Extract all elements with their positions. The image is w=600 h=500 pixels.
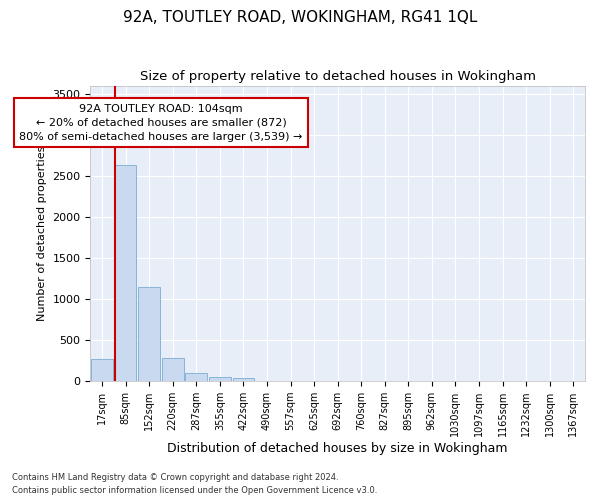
Bar xyxy=(209,376,230,381)
Bar xyxy=(162,358,184,381)
Title: Size of property relative to detached houses in Wokingham: Size of property relative to detached ho… xyxy=(140,70,536,83)
Bar xyxy=(115,165,136,381)
Bar xyxy=(91,359,113,381)
Text: 92A TOUTLEY ROAD: 104sqm
← 20% of detached houses are smaller (872)
80% of semi-: 92A TOUTLEY ROAD: 104sqm ← 20% of detach… xyxy=(19,104,302,142)
Y-axis label: Number of detached properties: Number of detached properties xyxy=(37,146,47,321)
Bar xyxy=(233,378,254,381)
Bar xyxy=(185,373,207,381)
Bar xyxy=(139,287,160,381)
Text: Contains HM Land Registry data © Crown copyright and database right 2024.
Contai: Contains HM Land Registry data © Crown c… xyxy=(12,474,377,495)
Text: 92A, TOUTLEY ROAD, WOKINGHAM, RG41 1QL: 92A, TOUTLEY ROAD, WOKINGHAM, RG41 1QL xyxy=(123,10,477,25)
X-axis label: Distribution of detached houses by size in Wokingham: Distribution of detached houses by size … xyxy=(167,442,508,455)
